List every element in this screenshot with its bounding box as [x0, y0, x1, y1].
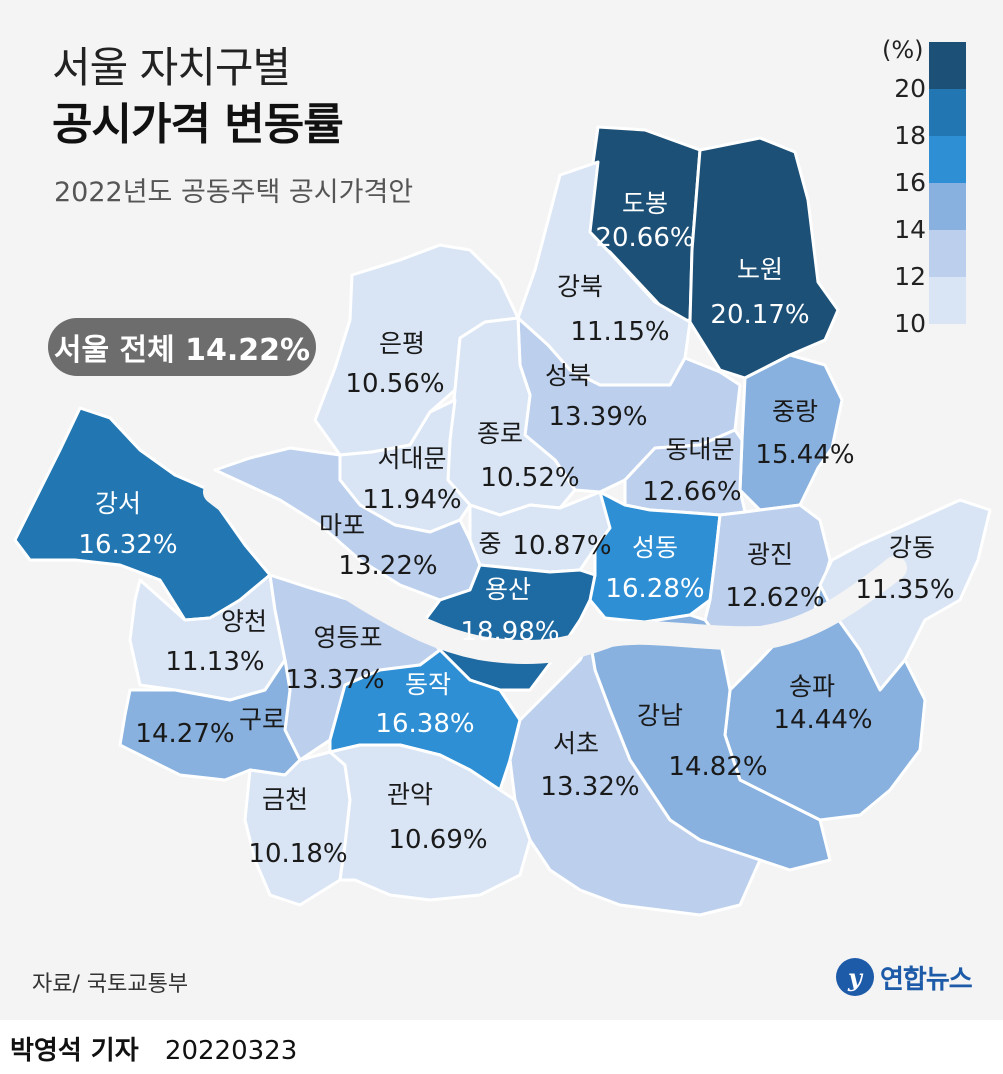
district-name-songpa: 송파 — [789, 672, 835, 701]
district-value-seocho: 13.32% — [540, 772, 639, 802]
district-jungnang — [738, 353, 844, 512]
yonhap-logo: y 연합뉴스 — [836, 958, 973, 996]
district-name-jongno: 종로 — [477, 419, 523, 448]
district-value-jungnang: 15.44% — [755, 440, 854, 470]
district-name-gwangjin: 광진 — [747, 540, 793, 569]
overall-badge: 서울 전체 14.22% — [48, 318, 316, 376]
district-value-guro: 14.27% — [135, 719, 234, 749]
district-name-mapo: 마포 — [319, 511, 365, 540]
district-value-nowon: 20.17% — [710, 300, 809, 330]
legend-color-bar — [929, 42, 966, 324]
district-songpa — [723, 583, 927, 822]
district-name-gangseo: 강서 — [95, 489, 141, 518]
district-name-gangbuk: 강북 — [557, 272, 603, 301]
district-value-gangbuk: 11.15% — [570, 317, 669, 347]
district-value-dongjak: 16.38% — [375, 709, 474, 739]
logo-text: 연합뉴스 — [880, 964, 973, 995]
legend-swatch — [929, 42, 966, 89]
district-value-mapo: 13.22% — [338, 551, 437, 581]
district-value-seongbuk: 13.39% — [548, 402, 647, 432]
district-gwanak — [328, 743, 532, 902]
district-value-gangdong: 11.35% — [855, 575, 954, 605]
district-value-geumcheon: 10.18% — [248, 839, 347, 869]
byline: 박영석 기자 20220323 — [10, 1030, 297, 1067]
legend-swatch — [929, 183, 966, 230]
district-value-jung: 10.87% — [512, 531, 611, 561]
district-value-gwangjin: 12.62% — [725, 583, 824, 613]
district-name-dobong: 도봉 — [622, 189, 668, 218]
legend-swatch — [929, 89, 966, 136]
district-name-seocho: 서초 — [553, 729, 599, 758]
legend-tick: 20 — [894, 74, 926, 103]
district-name-seongbuk: 성북 — [545, 361, 591, 390]
reporter-name: 박영석 기자 — [10, 1036, 139, 1066]
logo-mark: y — [836, 958, 874, 996]
publish-date: 20220323 — [164, 1036, 298, 1066]
han-river — [203, 480, 907, 665]
district-value-jongno: 10.52% — [480, 463, 579, 493]
district-name-dongjak: 동작 — [405, 670, 451, 699]
legend-swatch — [929, 277, 966, 324]
district-value-gangseo: 16.32% — [78, 530, 177, 560]
district-value-yeongdeungpo: 13.37% — [285, 665, 384, 695]
district-value-seongdong: 16.28% — [605, 574, 704, 604]
district-name-gangdong: 강동 — [889, 533, 935, 562]
district-name-guro: 구로 — [239, 705, 285, 734]
district-name-gwanak: 관악 — [387, 780, 433, 809]
district-name-jung: 중 — [478, 529, 501, 558]
district-mapo — [213, 446, 482, 602]
legend-tick: 10 — [894, 309, 926, 338]
district-value-songpa: 14.44% — [773, 705, 872, 735]
district-name-yangcheon: 양천 — [221, 607, 267, 636]
district-value-yongsan: 18.98% — [460, 617, 559, 647]
source-note: 자료/ 국토교통부 — [32, 972, 189, 997]
legend-tick: 18 — [894, 121, 926, 150]
district-name-geumcheon: 금천 — [262, 785, 308, 814]
district-value-gwanak: 10.69% — [388, 825, 487, 855]
legend-tick: 12 — [894, 262, 926, 291]
legend-tick: 16 — [894, 168, 926, 197]
district-name-eunpyeong: 은평 — [379, 329, 425, 358]
legend-unit: (%) — [882, 36, 924, 64]
legend-swatch — [929, 136, 966, 183]
seoul-district-map: 도봉 20.66% 노원 20.17% 강북 11.15% 은평 10.56% 성북 13.39%… — [13, 125, 992, 917]
district-value-seodaemun: 11.94% — [362, 485, 461, 515]
district-value-gangnam: 14.82% — [668, 752, 767, 782]
map-canvas: 도봉 20.66% 노원 20.17% 강북 11.15% 은평 10.56% 성북 13.39%… — [0, 0, 1003, 1020]
district-geumcheon — [243, 750, 352, 907]
district-value-yangcheon: 11.13% — [165, 647, 264, 677]
title-line2: 공시가격 변동률 — [52, 99, 344, 150]
district-name-jungnang: 중랑 — [772, 397, 818, 426]
district-name-seodaemun: 서대문 — [377, 444, 446, 473]
district-name-dongdaemun: 동대문 — [665, 435, 734, 464]
district-name-gangnam: 강남 — [637, 701, 683, 730]
district-name-yongsan: 용산 — [485, 575, 531, 604]
legend-swatch — [929, 230, 966, 277]
subtitle: 2022년도 공동주택 공시가격안 — [54, 177, 414, 208]
district-value-eunpyeong: 10.56% — [345, 369, 444, 399]
district-value-dobong: 20.66% — [595, 223, 694, 253]
district-name-yeongdeungpo: 영등포 — [313, 623, 382, 652]
district-name-seongdong: 성동 — [632, 533, 678, 562]
title-line1: 서울 자치구별 — [52, 43, 291, 92]
district-value-dongdaemun: 12.66% — [642, 477, 741, 507]
district-name-nowon: 노원 — [737, 255, 783, 284]
legend-tick: 14 — [894, 215, 926, 244]
